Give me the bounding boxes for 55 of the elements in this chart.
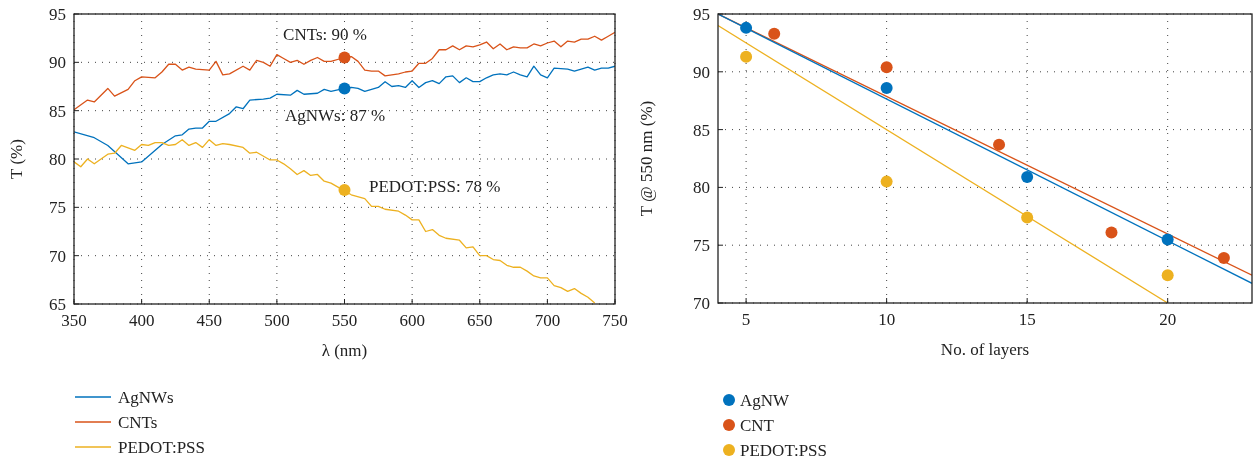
x-axis-title: No. of layers <box>940 340 1030 359</box>
y-tick-label: 95 <box>49 5 66 24</box>
legend-label: CNTs <box>118 413 158 432</box>
x-tick-label: 750 <box>602 311 628 330</box>
x-tick-label: 500 <box>264 311 290 330</box>
x-tick-label: 20 <box>1159 310 1177 329</box>
x-tick-label: 550 <box>331 311 358 330</box>
x-tick-label: 15 <box>1018 310 1036 329</box>
x-tick-label: 10 <box>878 310 896 329</box>
point <box>1217 251 1230 264</box>
x-tick-label: 400 <box>128 311 155 330</box>
x-tick-label: 600 <box>399 311 425 330</box>
point <box>768 27 781 40</box>
annotation: PEDOT:PSS: 78 % <box>369 177 501 196</box>
annotation: AgNWs: 87 % <box>284 106 386 125</box>
y-tick-label: 75 <box>693 236 710 256</box>
y-tick-label: 90 <box>693 62 710 82</box>
point <box>880 81 893 94</box>
legend-label: AgNW <box>740 391 791 410</box>
x-tick-label: 700 <box>534 311 561 330</box>
x-tick-label: 650 <box>467 311 493 330</box>
annotation: CNTs: 90 % <box>283 25 367 44</box>
y-tick-label: 65 <box>49 295 66 314</box>
x-tick-label: 350 <box>61 311 87 330</box>
line-series <box>74 139 596 304</box>
x-tick-label: 5 <box>741 310 751 329</box>
y-tick-label: 80 <box>693 178 710 198</box>
y-tick-label: 90 <box>49 53 66 73</box>
y-tick-label: 95 <box>693 5 710 24</box>
legend-label: AgNWs <box>118 388 174 407</box>
legend-label: CNT <box>740 416 775 435</box>
y-tick-label: 80 <box>49 150 66 169</box>
x-tick-label: 450 <box>196 311 222 330</box>
point <box>1021 211 1034 224</box>
legend-label: PEDOT:PSS <box>118 438 206 457</box>
y-tick-label: 75 <box>49 198 66 218</box>
point <box>740 21 753 34</box>
x-axis-title: λ (nm) <box>321 341 368 360</box>
y-axis-title: T (%) <box>7 139 26 179</box>
point <box>740 50 753 63</box>
y-tick-label: 85 <box>49 101 66 121</box>
point <box>880 61 893 74</box>
y-axis-title: T @ 550 nm (%) <box>637 100 656 217</box>
y-tick-label: 70 <box>693 294 710 313</box>
point <box>880 175 893 188</box>
point <box>1105 226 1118 239</box>
point <box>993 138 1006 151</box>
legend-label: PEDOT:PSS <box>740 441 828 460</box>
y-tick-label: 85 <box>693 120 710 140</box>
point <box>1161 269 1174 282</box>
point <box>1021 171 1034 183</box>
y-tick-label: 70 <box>49 246 66 266</box>
line-series <box>74 31 615 111</box>
point <box>1161 233 1174 246</box>
line-series <box>74 65 615 165</box>
